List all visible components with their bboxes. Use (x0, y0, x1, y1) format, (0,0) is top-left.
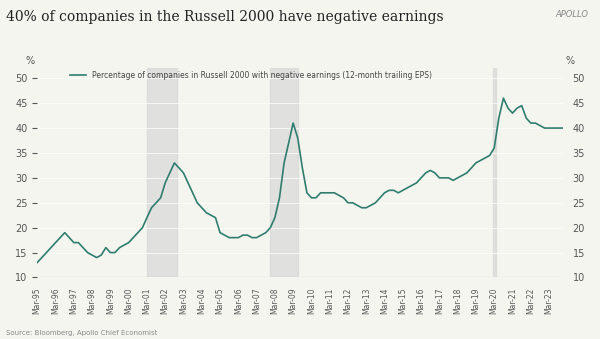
Text: Source: Bloomberg, Apollo Chief Economist: Source: Bloomberg, Apollo Chief Economis… (6, 330, 157, 336)
Text: APOLLO: APOLLO (555, 10, 588, 19)
Bar (147, 68, 178, 278)
Text: 40% of companies in the Russell 2000 have negative earnings: 40% of companies in the Russell 2000 hav… (6, 10, 443, 24)
Text: %: % (565, 56, 575, 66)
Bar (493, 68, 496, 278)
Text: %: % (25, 56, 35, 66)
Legend: Percentage of companies in Russell 2000 with negative earnings (12-month trailin: Percentage of companies in Russell 2000 … (67, 68, 435, 83)
Bar (271, 68, 298, 278)
